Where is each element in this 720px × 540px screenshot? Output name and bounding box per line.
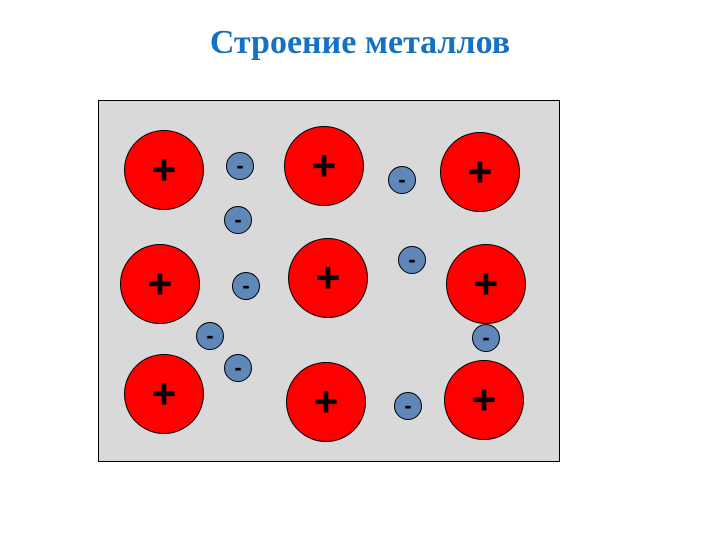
diagram-title: Строение металлов [0,24,720,62]
electron-label: - [404,395,411,417]
ion-label: + [474,263,499,305]
ion-label: + [148,263,173,305]
free-electron: - [196,322,224,350]
free-electron: - [388,166,416,194]
free-electron: - [398,246,426,274]
electron-label: - [234,357,241,379]
free-electron: - [226,152,254,180]
ion-label: + [472,379,497,421]
electron-label: - [236,155,243,177]
positive-ion: + [288,238,368,318]
free-electron: - [224,206,252,234]
positive-ion: + [284,126,364,206]
ion-label: + [468,151,493,193]
ion-label: + [314,381,339,423]
positive-ion: + [124,354,204,434]
electron-label: - [242,275,249,297]
free-electron: - [472,324,500,352]
electron-label: - [398,169,405,191]
ion-label: + [316,257,341,299]
ion-label: + [152,149,177,191]
free-electron: - [394,392,422,420]
positive-ion: + [120,244,200,324]
electron-label: - [482,327,489,349]
ion-label: + [312,145,337,187]
electron-label: - [234,209,241,231]
positive-ion: + [440,132,520,212]
ion-label: + [152,373,177,415]
free-electron: - [232,272,260,300]
positive-ion: + [286,362,366,442]
positive-ion: + [444,360,524,440]
positive-ion: + [124,130,204,210]
electron-label: - [206,325,213,347]
positive-ion: + [446,244,526,324]
electron-label: - [408,249,415,271]
free-electron: - [224,354,252,382]
page: Строение металлов +++++++++--------- [0,0,720,540]
